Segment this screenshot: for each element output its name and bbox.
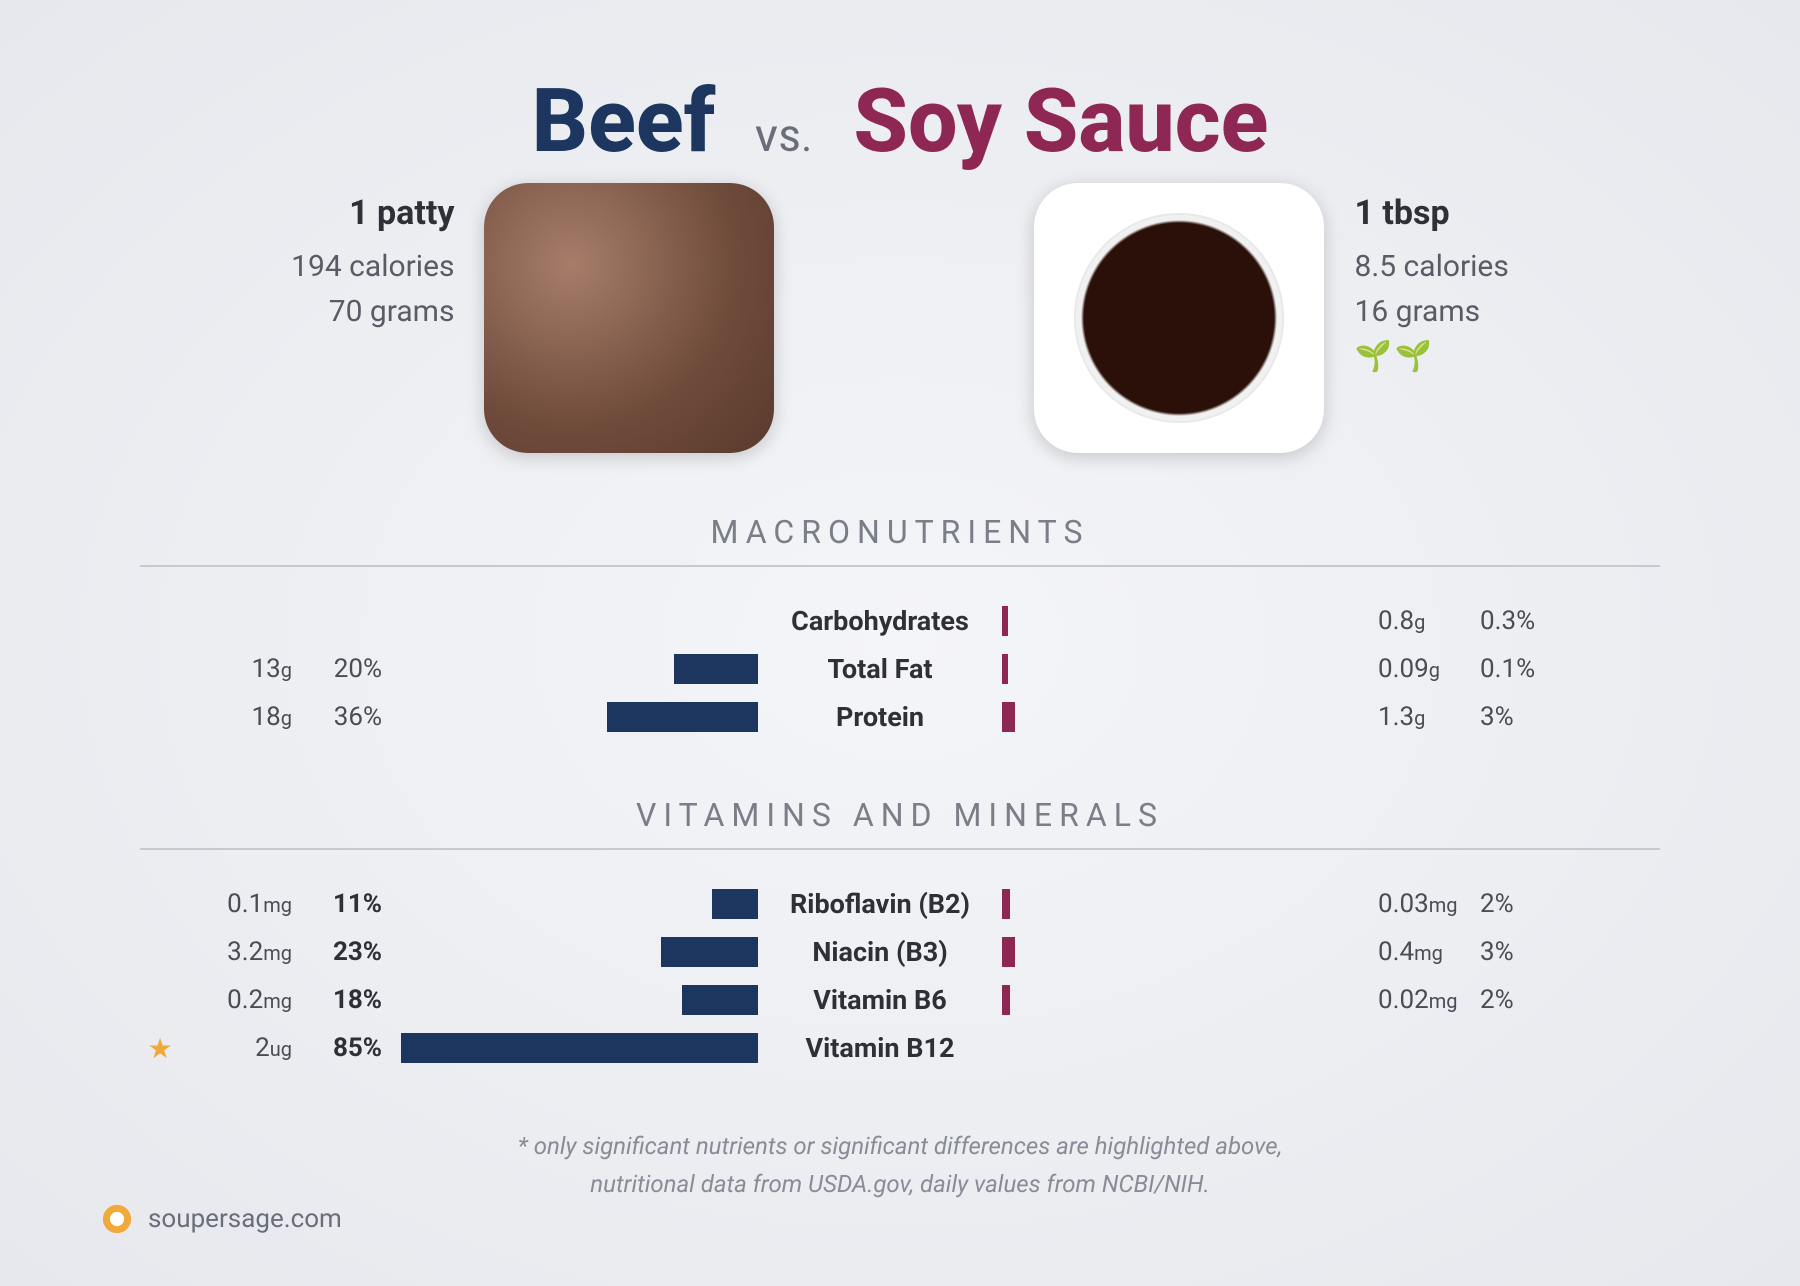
right-value: 0.02mg <box>1360 985 1480 1015</box>
nutrient-row: 3.2mg23% Niacin (B3) 0.4mg3% <box>140 928 1660 976</box>
footnote: * only significant nutrients or signific… <box>140 1127 1660 1204</box>
left-bar-cell <box>400 702 760 732</box>
food-cards-row: 1 patty 194 calories 70 grams 1 tbsp 8.5… <box>140 183 1660 453</box>
right-food-meta: 1 tbsp 8.5 calories 16 grams 🌱🌱 <box>1354 183 1508 374</box>
left-bar-cell <box>400 654 760 684</box>
left-bar <box>661 937 758 967</box>
vitamins-section-title: VITAMINS AND MINERALS <box>140 796 1660 834</box>
left-bar <box>712 889 758 919</box>
left-food-title: Beef <box>532 70 716 173</box>
right-bar <box>1002 654 1008 684</box>
left-value: 0.1mg <box>180 889 300 919</box>
right-percent: 2% <box>1480 889 1580 919</box>
nutrient-label: Riboflavin (B2) <box>760 888 1000 920</box>
left-value: 2ug <box>180 1033 300 1063</box>
nutrient-row: 0.2mg18% Vitamin B6 0.02mg2% <box>140 976 1660 1024</box>
left-bar-cell <box>400 606 760 636</box>
star-icon: ★ <box>140 1032 180 1065</box>
left-grams: 70 grams <box>291 294 454 329</box>
left-percent: 20% <box>300 654 400 684</box>
right-food-title: Soy Sauce <box>853 70 1268 173</box>
right-bar-cell <box>1000 654 1360 684</box>
macros-section-title: MACRONUTRIENTS <box>140 513 1660 551</box>
right-bar-cell <box>1000 702 1360 732</box>
right-value: 1.3g <box>1360 702 1480 732</box>
right-percent: 3% <box>1480 937 1580 967</box>
right-value: 0.4mg <box>1360 937 1480 967</box>
left-bar-cell <box>400 937 760 967</box>
right-bar <box>1002 985 1010 1015</box>
right-bar-cell <box>1000 606 1360 636</box>
left-serving: 1 patty <box>291 193 454 233</box>
nutrient-label: Protein <box>760 701 1000 733</box>
left-percent: 85% <box>300 1033 400 1063</box>
right-bar-cell <box>1000 937 1360 967</box>
right-bar-cell <box>1000 889 1360 919</box>
left-value: 13g <box>180 654 300 684</box>
nutrient-row: Carbohydrates 0.8g0.3% <box>140 597 1660 645</box>
left-bar <box>401 1033 758 1063</box>
right-value: 0.03mg <box>1360 889 1480 919</box>
comparison-header: Beef VS. Soy Sauce <box>140 70 1660 173</box>
right-bar <box>1002 937 1015 967</box>
nutrient-label: Vitamin B12 <box>760 1032 1000 1064</box>
left-bar <box>682 985 758 1015</box>
soy-sauce-image <box>1034 183 1324 453</box>
right-percent: 0.1% <box>1480 654 1580 684</box>
right-serving: 1 tbsp <box>1354 193 1508 233</box>
right-calories: 8.5 calories <box>1354 249 1508 284</box>
brand: soupersage.com <box>100 1202 342 1236</box>
brand-icon <box>100 1202 134 1236</box>
nutrient-row: ★2ug85% Vitamin B12 <box>140 1024 1660 1072</box>
vs-label: VS. <box>755 120 813 160</box>
right-bar <box>1002 606 1008 636</box>
nutrient-row: 0.1mg11% Riboflavin (B2) 0.03mg2% <box>140 880 1660 928</box>
left-bar-cell <box>400 985 760 1015</box>
left-bar <box>674 654 758 684</box>
vitamins-divider <box>140 848 1660 850</box>
right-bar <box>1002 702 1015 732</box>
footnote-line2: nutritional data from USDA.gov, daily va… <box>140 1165 1660 1203</box>
brand-text: soupersage.com <box>148 1204 342 1234</box>
right-percent: 0.3% <box>1480 606 1580 636</box>
right-percent: 3% <box>1480 702 1580 732</box>
left-value: 0.2mg <box>180 985 300 1015</box>
macros-divider <box>140 565 1660 567</box>
left-value: 18g <box>180 702 300 732</box>
left-bar-cell <box>400 889 760 919</box>
left-percent: 23% <box>300 937 400 967</box>
nutrient-label: Carbohydrates <box>760 605 1000 637</box>
left-percent: 11% <box>300 889 400 919</box>
left-food-card: 1 patty 194 calories 70 grams <box>291 183 774 453</box>
right-value: 0.09g <box>1360 654 1480 684</box>
left-bar <box>607 702 758 732</box>
right-bar-cell <box>1000 985 1360 1015</box>
nutrient-label: Niacin (B3) <box>760 936 1000 968</box>
left-food-meta: 1 patty 194 calories 70 grams <box>291 183 454 339</box>
right-bar <box>1002 889 1010 919</box>
right-grams: 16 grams <box>1354 294 1508 329</box>
beef-image <box>484 183 774 453</box>
right-bar-cell <box>1000 1033 1360 1063</box>
soy-bowl-icon <box>1074 213 1284 423</box>
vitamins-rows: 0.1mg11%Riboflavin (B2)0.03mg2%3.2mg23%N… <box>140 880 1660 1072</box>
left-value: 3.2mg <box>180 937 300 967</box>
vegan-icons: 🌱🌱 <box>1354 339 1508 374</box>
macros-rows: Carbohydrates 0.8g0.3% 13g20% Total Fat 0.09… <box>140 597 1660 741</box>
left-percent: 36% <box>300 702 400 732</box>
nutrient-label: Total Fat <box>760 653 1000 685</box>
right-percent: 2% <box>1480 985 1580 1015</box>
nutrient-label: Vitamin B6 <box>760 984 1000 1016</box>
right-food-card: 1 tbsp 8.5 calories 16 grams 🌱🌱 <box>1034 183 1508 453</box>
right-value: 0.8g <box>1360 606 1480 636</box>
footnote-line1: * only significant nutrients or signific… <box>140 1127 1660 1165</box>
nutrient-row: 13g20% Total Fat 0.09g0.1% <box>140 645 1660 693</box>
left-percent: 18% <box>300 985 400 1015</box>
nutrient-row: 18g36% Protein 1.3g3% <box>140 693 1660 741</box>
left-calories: 194 calories <box>291 249 454 284</box>
left-bar-cell <box>400 1033 760 1063</box>
